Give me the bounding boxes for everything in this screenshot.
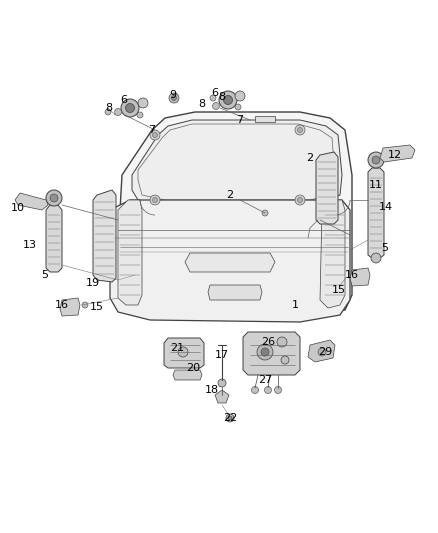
Circle shape xyxy=(223,95,233,104)
Circle shape xyxy=(297,127,303,133)
Circle shape xyxy=(295,125,305,135)
Text: 5: 5 xyxy=(381,243,389,253)
Circle shape xyxy=(126,103,134,112)
Circle shape xyxy=(372,156,380,164)
Circle shape xyxy=(152,198,158,203)
Text: 22: 22 xyxy=(223,413,237,423)
Circle shape xyxy=(281,356,289,364)
Polygon shape xyxy=(132,120,342,205)
Polygon shape xyxy=(308,340,335,362)
Polygon shape xyxy=(185,253,275,272)
Text: 21: 21 xyxy=(170,343,184,353)
Circle shape xyxy=(114,109,121,116)
Text: 9: 9 xyxy=(170,90,177,100)
Circle shape xyxy=(172,95,177,101)
Polygon shape xyxy=(350,268,370,286)
Circle shape xyxy=(219,91,237,109)
Text: 18: 18 xyxy=(205,385,219,395)
Circle shape xyxy=(371,253,381,263)
Text: 10: 10 xyxy=(11,203,25,213)
Text: 13: 13 xyxy=(23,240,37,250)
Circle shape xyxy=(150,130,160,140)
Circle shape xyxy=(261,348,269,356)
Text: 15: 15 xyxy=(332,285,346,295)
Text: 14: 14 xyxy=(379,202,393,212)
Polygon shape xyxy=(118,200,142,305)
Polygon shape xyxy=(173,370,202,380)
Circle shape xyxy=(297,198,303,203)
Polygon shape xyxy=(316,152,338,224)
Text: 6: 6 xyxy=(120,95,127,105)
Polygon shape xyxy=(93,190,116,282)
Text: 11: 11 xyxy=(369,180,383,190)
Polygon shape xyxy=(118,112,352,318)
Polygon shape xyxy=(208,285,262,300)
Circle shape xyxy=(235,91,245,101)
Circle shape xyxy=(228,416,232,420)
Circle shape xyxy=(257,344,273,360)
Polygon shape xyxy=(243,332,300,375)
Polygon shape xyxy=(164,338,204,368)
Circle shape xyxy=(169,93,179,103)
Text: 1: 1 xyxy=(292,300,299,310)
Polygon shape xyxy=(110,200,350,322)
Circle shape xyxy=(265,386,272,393)
Circle shape xyxy=(210,95,216,101)
Text: 26: 26 xyxy=(261,337,275,347)
Text: 7: 7 xyxy=(237,115,244,125)
Circle shape xyxy=(137,112,143,118)
Circle shape xyxy=(178,347,188,357)
Circle shape xyxy=(262,210,268,216)
Circle shape xyxy=(150,195,160,205)
Circle shape xyxy=(121,99,139,117)
Circle shape xyxy=(218,379,226,387)
Text: 12: 12 xyxy=(388,150,402,160)
Text: 7: 7 xyxy=(148,125,155,135)
Text: 2: 2 xyxy=(307,153,314,163)
Polygon shape xyxy=(380,145,415,162)
Polygon shape xyxy=(46,205,62,272)
Polygon shape xyxy=(368,168,384,258)
Text: 6: 6 xyxy=(212,88,219,98)
Polygon shape xyxy=(255,116,275,122)
Circle shape xyxy=(251,386,258,393)
Text: 16: 16 xyxy=(55,300,69,310)
Circle shape xyxy=(50,194,58,202)
Circle shape xyxy=(138,98,148,108)
Circle shape xyxy=(82,302,88,308)
Circle shape xyxy=(226,414,234,422)
Text: 17: 17 xyxy=(215,350,229,360)
Circle shape xyxy=(318,348,326,356)
Text: 8: 8 xyxy=(106,103,113,113)
Circle shape xyxy=(46,190,62,206)
Text: 8: 8 xyxy=(198,99,205,109)
Circle shape xyxy=(275,386,282,393)
Text: 20: 20 xyxy=(186,363,200,373)
Circle shape xyxy=(295,195,305,205)
Text: 29: 29 xyxy=(318,347,332,357)
Text: 2: 2 xyxy=(226,190,233,200)
Circle shape xyxy=(212,102,219,109)
Text: 16: 16 xyxy=(345,270,359,280)
Circle shape xyxy=(235,104,241,110)
Text: 19: 19 xyxy=(86,278,100,288)
Polygon shape xyxy=(320,200,345,308)
Polygon shape xyxy=(60,298,80,316)
Text: 15: 15 xyxy=(90,302,104,312)
Text: 8: 8 xyxy=(219,92,226,102)
Polygon shape xyxy=(215,390,229,403)
Circle shape xyxy=(368,152,384,168)
Circle shape xyxy=(105,109,111,115)
Circle shape xyxy=(277,337,287,347)
Circle shape xyxy=(152,133,158,138)
Text: 27: 27 xyxy=(258,375,272,385)
Text: 5: 5 xyxy=(42,270,49,280)
Polygon shape xyxy=(15,193,48,210)
